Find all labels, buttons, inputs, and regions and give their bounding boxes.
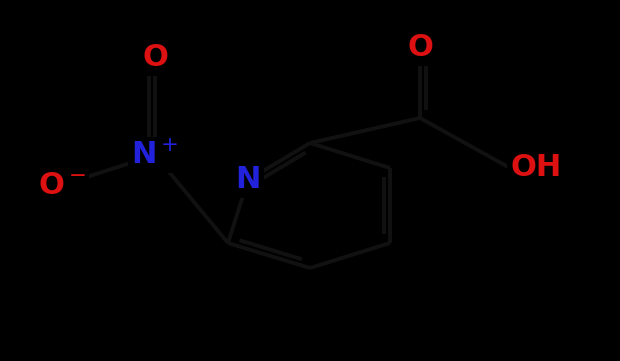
Text: O: O [142,43,168,73]
Text: N$^+$: N$^+$ [131,140,179,170]
Text: N: N [236,165,260,195]
Text: OH: OH [510,153,561,183]
Text: O: O [407,34,433,62]
Text: O$^-$: O$^-$ [38,170,86,200]
